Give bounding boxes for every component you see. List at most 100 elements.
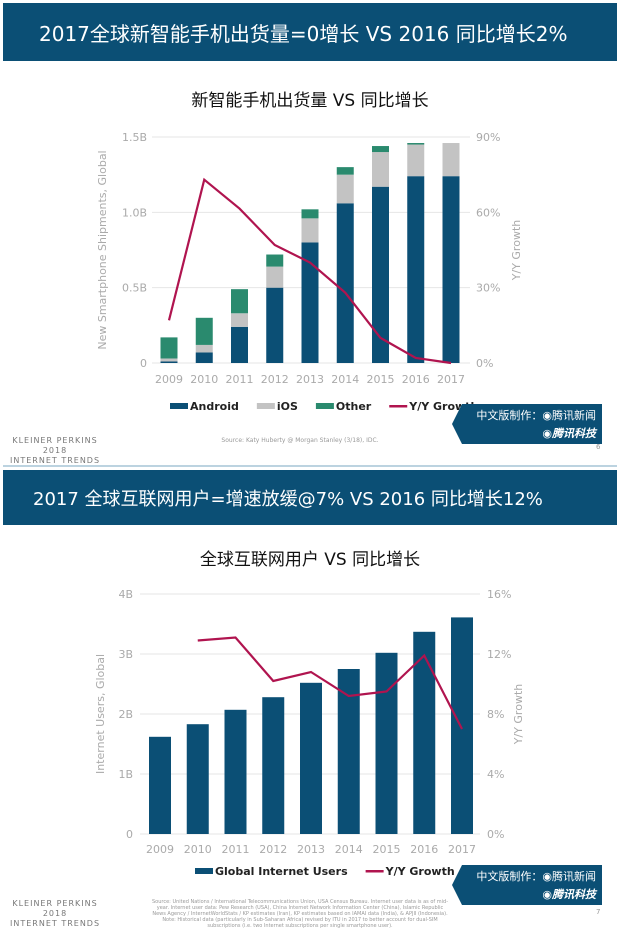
bar-android — [266, 287, 284, 363]
bar-ios — [266, 266, 284, 288]
x-tick-label: 2014 — [331, 373, 359, 386]
slide-separator — [3, 465, 617, 467]
x-tick-label: 2017 — [437, 373, 465, 386]
slide1-credit-badge: 中文版制作：◉腾讯新闻 ◉腾讯科技 — [452, 404, 602, 444]
legend-swatch — [195, 868, 213, 874]
y-right-tick-label: 4% — [487, 768, 504, 781]
brand-year: 2018 — [42, 909, 68, 918]
bar-global-internet-users — [262, 697, 285, 834]
bar-other — [231, 289, 248, 314]
slide2-header: 2017 全球互联网用户=增速放缓@7% VS 2016 同比增长12% — [3, 470, 617, 525]
y-tick-label: 3B — [118, 648, 133, 661]
bar-android — [160, 361, 178, 363]
x-tick-label: 2016 — [410, 843, 438, 856]
bar-ios — [231, 313, 248, 327]
x-tick-label: 2014 — [335, 843, 363, 856]
legend-swatch-line — [365, 870, 384, 873]
badge-line1: 中文版制作：◉腾讯新闻 — [476, 870, 596, 883]
slide1-source: Source: Katy Huberty @ Morgan Stanley (3… — [221, 437, 379, 444]
chart2-title: 全球互联网用户 VS 同比增长 — [199, 550, 421, 570]
slide2-source: Source: United Nations / International T… — [152, 899, 448, 929]
x-tick-label: 2011 — [226, 373, 254, 386]
bar-ios — [407, 144, 425, 177]
x-tick-label: 2010 — [190, 373, 218, 386]
bar-android — [336, 203, 354, 363]
bar-other — [336, 167, 354, 175]
x-tick-label: 2015 — [367, 373, 395, 386]
slide1-header-text: 2017全球新智能手机出货量=0增长 VS 2016 同比增长2% — [39, 21, 568, 46]
legend-swatch — [170, 403, 188, 409]
y-right-tick-label: 12% — [487, 648, 511, 661]
badge-line1: 中文版制作：◉腾讯新闻 — [476, 409, 596, 422]
legend-label: Android — [190, 400, 239, 413]
bar-android — [301, 242, 319, 363]
brand-name: KLEINER PERKINS — [12, 899, 98, 908]
bar-other — [160, 337, 178, 359]
bar-ios — [336, 174, 354, 204]
y-right-tick-label: 0% — [487, 828, 504, 841]
x-tick-label: 2010 — [184, 843, 212, 856]
legend-label: iOS — [277, 400, 298, 413]
badge-line2: ◉腾讯科技 — [542, 888, 596, 901]
chart1-title: 新智能手机出货量 VS 同比增长 — [191, 91, 429, 111]
brand-sub: INTERNET TRENDS — [10, 456, 101, 465]
growth-line — [197, 636, 463, 730]
bar-global-internet-users — [300, 682, 322, 834]
bar-global-internet-users — [451, 617, 473, 834]
slide2-page-number: 7 — [596, 908, 601, 916]
x-tick-label: 2009 — [146, 843, 174, 856]
y-tick-label: 2B — [118, 708, 133, 721]
bar-ios — [372, 152, 389, 187]
x-tick-label: 2017 — [448, 843, 476, 856]
bar-other — [195, 317, 213, 345]
bar-other — [266, 254, 284, 267]
x-tick-label: 2009 — [155, 373, 183, 386]
slide1-footer-brand: KLEINER PERKINS 2018 INTERNET TRENDS — [10, 436, 100, 466]
legend-swatch — [256, 403, 275, 409]
slide1-page-number: 6 — [596, 443, 601, 451]
y-tick-label: 4B — [118, 588, 133, 601]
bar-ios — [160, 358, 178, 362]
bar-android — [195, 352, 213, 363]
y-tick-label: 1.5B — [122, 131, 147, 144]
x-tick-label: 2013 — [296, 373, 324, 386]
x-tick-label: 2013 — [297, 843, 325, 856]
slide2-footer-brand: KLEINER PERKINS 2018 INTERNET TRENDS — [10, 899, 100, 929]
y-right-tick-label: 30% — [476, 282, 500, 295]
brand-sub: INTERNET TRENDS — [10, 919, 101, 928]
bar-other — [407, 143, 425, 145]
x-tick-label: 2015 — [373, 843, 401, 856]
y-tick-label: 0.5B — [122, 282, 147, 295]
legend-label: Other — [336, 400, 372, 413]
x-tick-label: 2011 — [222, 843, 250, 856]
bar-global-internet-users — [149, 736, 171, 834]
y-tick-label: 1B — [118, 768, 133, 781]
brand-name: KLEINER PERKINS — [12, 436, 98, 445]
y-right-tick-label: 8% — [487, 708, 504, 721]
slide2-header-text: 2017 全球互联网用户=增速放缓@7% VS 2016 同比增长12% — [33, 488, 543, 510]
y-axis-title: Internet Users, Global — [94, 654, 107, 774]
y-right-tick-label: 16% — [487, 588, 511, 601]
brand-year: 2018 — [42, 446, 68, 455]
y-tick-label: 0 — [126, 828, 133, 841]
y-tick-label: 0 — [140, 357, 147, 370]
legend-swatch-line — [389, 405, 408, 408]
bar-ios — [442, 143, 460, 177]
bar-ios — [301, 218, 319, 243]
y-right-tick-label: 60% — [476, 206, 500, 219]
bar-android — [372, 186, 389, 363]
bar-global-internet-users — [337, 669, 360, 834]
legend-swatch — [315, 403, 334, 409]
badge-line2: ◉腾讯科技 — [542, 427, 596, 440]
y-right-axis-title: Y/Y Growth — [510, 220, 523, 281]
bar-global-internet-users — [224, 709, 247, 834]
bar-other — [301, 209, 319, 219]
x-tick-label: 2012 — [259, 843, 287, 856]
legend-label: Global Internet Users — [215, 865, 348, 878]
bar-other — [372, 146, 389, 153]
x-tick-label: 2016 — [402, 373, 430, 386]
bar-global-internet-users — [375, 652, 398, 834]
bar-global-internet-users — [413, 631, 436, 834]
y-right-tick-label: 0% — [476, 357, 493, 370]
